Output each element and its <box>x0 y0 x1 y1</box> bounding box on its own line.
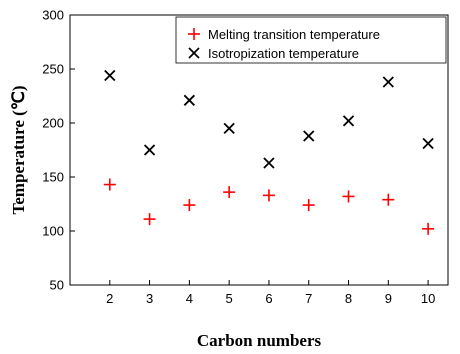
melting-point-marker <box>382 193 395 206</box>
isotropization-point-marker <box>263 157 275 169</box>
x-tick-label: 4 <box>186 291 193 306</box>
melting-point-marker <box>262 189 275 202</box>
isotropization-point-marker <box>303 130 315 142</box>
axis-ticks: 2 3 4 5 6 7 8 9 10 50 100 150 200 250 300 <box>42 8 435 307</box>
melting-point-marker <box>342 190 355 203</box>
melting-point-marker <box>183 199 196 212</box>
y-axis-title: Temperature (℃) <box>9 85 28 214</box>
x-tick-label: 9 <box>385 291 392 306</box>
legend-plus-icon <box>188 28 200 40</box>
x-tick-label: 5 <box>226 291 233 306</box>
x-tick-label: 8 <box>345 291 352 306</box>
isotropization-point-marker <box>183 94 196 106</box>
y-tick-label: 250 <box>42 62 64 77</box>
x-axis-title: Carbon numbers <box>197 331 322 350</box>
isotropization-point-marker <box>223 122 235 135</box>
legend-x-icon <box>188 47 200 59</box>
isotropization-point-marker <box>342 115 355 127</box>
isotropization-point-marker <box>143 144 156 156</box>
melting-point-marker <box>143 213 156 226</box>
melting-point-marker <box>223 186 236 199</box>
y-tick-label: 100 <box>42 224 64 239</box>
plot-frame <box>69 14 449 286</box>
legend-marker-plus <box>188 28 200 40</box>
y-tick-label: 300 <box>42 8 64 23</box>
y-tick-label: 150 <box>42 170 64 185</box>
isotropization-point-marker <box>104 69 116 82</box>
isotropization-point-marker <box>422 137 434 150</box>
y-tick-label: 50 <box>50 278 64 293</box>
melting-point-marker <box>422 222 435 235</box>
x-tick-label: 7 <box>305 291 312 306</box>
x-tick-label: 6 <box>265 291 272 306</box>
legend-marker-x <box>188 47 200 59</box>
x-tick-label: 3 <box>146 291 153 306</box>
legend: Melting transition temperature Isotropiz… <box>175 16 447 64</box>
legend-label-melting: Melting transition temperature <box>208 27 380 42</box>
data-marks <box>103 69 435 235</box>
x-tick-label: 2 <box>106 291 113 306</box>
legend-box <box>175 16 447 64</box>
x-tick-label: 10 <box>421 291 435 306</box>
legend-label-isotropization: Isotropization temperature <box>208 46 359 61</box>
isotropization-point-marker <box>382 76 394 88</box>
y-tick-label: 200 <box>42 116 64 131</box>
melting-point-marker <box>103 178 116 191</box>
melting-point-marker <box>302 199 315 212</box>
